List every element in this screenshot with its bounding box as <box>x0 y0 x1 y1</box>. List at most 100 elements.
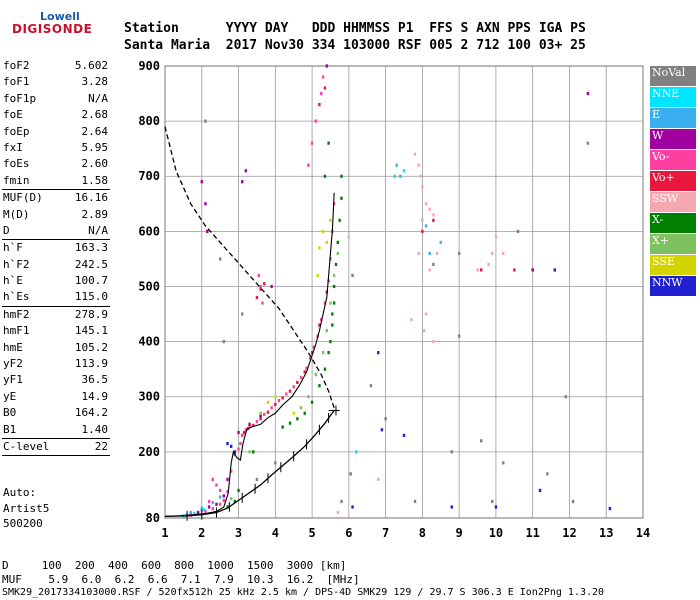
echo-point-vo- <box>211 477 214 482</box>
param-value: N/A <box>88 223 108 237</box>
param-key: hmF1 <box>3 324 30 338</box>
param-row: hmF1 145.1 <box>0 323 112 339</box>
logo-line2: DIGISONDE <box>12 22 93 36</box>
x-tick-label: 7 <box>382 526 389 540</box>
echo-point-vo- <box>296 380 299 384</box>
echo-point-ssw <box>377 477 380 482</box>
auto-code: 500200 <box>3 517 43 530</box>
echo-point-x- <box>303 411 306 415</box>
x-tick-label: 2 <box>198 526 205 540</box>
echo-point-nnw <box>229 444 233 448</box>
echo-point-ssw <box>476 268 479 272</box>
echo-point-vo- <box>263 282 266 286</box>
x-tick-label: 14 <box>636 526 650 540</box>
echo-point-noval <box>274 461 277 465</box>
echo-point-sse <box>292 411 295 415</box>
echo-point-vo- <box>242 430 246 435</box>
param-row: foEp 2.64 <box>0 124 112 140</box>
echo-point-x- <box>321 351 325 355</box>
echo-point-vo- <box>321 75 325 79</box>
echo-point-e <box>200 506 203 510</box>
param-separator <box>2 239 110 241</box>
echo-point-nnw <box>380 428 384 432</box>
x-tick-label: 4 <box>272 526 279 540</box>
echo-point-x- <box>334 262 338 267</box>
x-tick-label: 13 <box>599 526 613 540</box>
param-row: h`F 163.3 <box>0 240 112 256</box>
echo-point-ssw <box>423 328 426 333</box>
param-row: fxI 5.95 <box>0 140 112 156</box>
echo-point-ssw <box>421 185 424 189</box>
param-separator <box>2 189 110 191</box>
echo-point-ssw <box>347 235 351 239</box>
echo-point-ssw <box>424 312 428 316</box>
echo-point-x- <box>327 141 330 145</box>
echo-point-x- <box>331 323 334 327</box>
echo-point-vo- <box>252 423 255 427</box>
echo-point-w <box>259 414 262 418</box>
echo-point-vo- <box>218 488 222 493</box>
y-tick-label: 600 <box>138 224 160 238</box>
param-value: 1.40 <box>81 422 109 436</box>
param-key: MUF(D) <box>3 191 43 205</box>
echo-point-vo- <box>277 398 281 403</box>
echo-point-vo- <box>305 366 308 370</box>
echo-point-w <box>244 169 248 173</box>
echo-point-nnw <box>553 268 556 272</box>
param-key: foF1 <box>3 75 30 89</box>
echo-point-x- <box>323 174 327 178</box>
echo-point-vo- <box>207 499 211 504</box>
echo-point-x- <box>332 273 336 278</box>
echo-point-vo- <box>318 102 321 107</box>
echo-point-noval <box>571 499 575 504</box>
param-key: M(D) <box>3 207 30 221</box>
x-tick-label: 3 <box>235 526 242 540</box>
echo-point-vo- <box>285 392 288 396</box>
echo-point-vo- <box>248 424 251 428</box>
echo-point-nnw <box>377 351 380 355</box>
param-separator <box>2 437 110 439</box>
param-value: 16.16 <box>74 191 108 205</box>
param-key: fxI <box>3 140 23 154</box>
echo-point-vo- <box>299 375 303 380</box>
echo-point-x- <box>299 406 303 410</box>
param-row: B1 1.40 <box>0 422 112 438</box>
echo-point-x- <box>340 196 343 200</box>
echo-point-vo- <box>211 507 214 511</box>
param-key: D <box>3 223 10 237</box>
echo-point-x- <box>331 312 334 316</box>
param-value: 278.9 <box>74 307 108 321</box>
echo-point-sse <box>329 218 332 222</box>
y-tick-label: 800 <box>138 114 160 128</box>
param-value: 145.1 <box>74 324 108 338</box>
echo-point-ssw <box>417 163 420 167</box>
param-value: 2.68 <box>81 108 109 122</box>
echo-point-sse <box>318 246 321 250</box>
echo-point-noval <box>351 273 354 278</box>
legend-item-x-: X+ <box>650 233 696 255</box>
distance-row: D 100 200 400 600 800 1000 1500 3000 [km… <box>2 559 347 572</box>
echo-point-nnw <box>450 505 453 509</box>
param-row: foF1p N/A <box>0 91 112 107</box>
param-key: hmE <box>3 340 23 354</box>
polarization-legend: NoVal NNE E W Vo- Vo+ SSW X- X+ SSE NNW <box>650 66 696 297</box>
echo-point-w <box>241 180 244 184</box>
echo-point-x- <box>318 384 321 388</box>
echo-point-x- <box>338 218 341 222</box>
echo-point-x- <box>229 497 233 501</box>
echo-point-noval <box>222 340 226 344</box>
scaled-parameters-panel: foF2 5.602 foF1 3.28 foF1p N/A foE 2.68 foEp 2.64… <box>0 58 112 457</box>
param-row: yF1 36.5 <box>0 372 112 388</box>
echo-point-x- <box>332 284 336 289</box>
param-value: 5.95 <box>81 140 109 154</box>
echo-point-vo- <box>257 273 260 278</box>
y-tick-label: 500 <box>138 279 160 293</box>
param-key: h`F2 <box>3 257 30 271</box>
echo-point-vo- <box>266 410 270 414</box>
y-tick-label: 400 <box>138 335 160 349</box>
echo-point-e <box>424 224 428 228</box>
echo-point-vo- <box>318 323 321 327</box>
true-height-profile <box>164 410 335 517</box>
echo-point-e <box>399 174 402 178</box>
echo-point-ssw <box>421 218 424 222</box>
